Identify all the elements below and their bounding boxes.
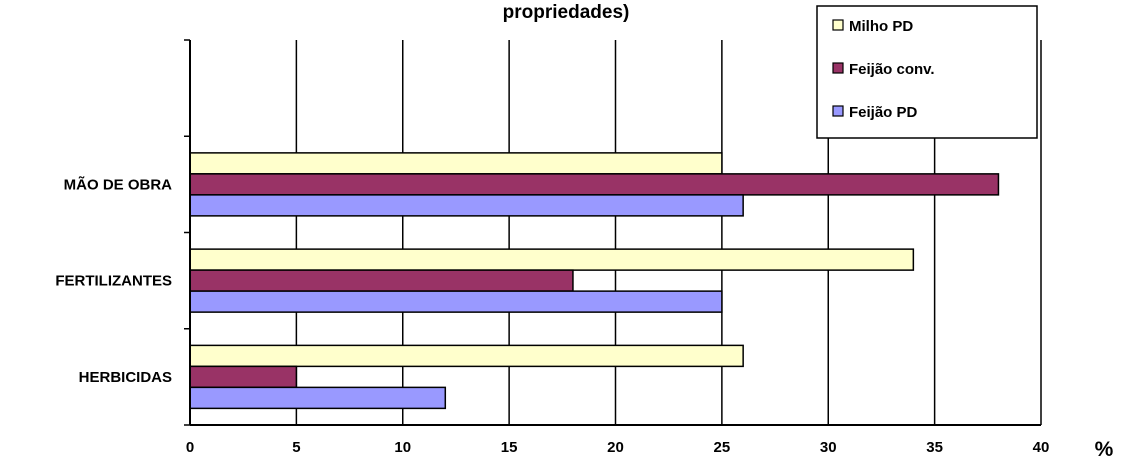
legend-swatch-feijao-conv — [832, 62, 844, 74]
x-tick-label-40: 40 — [1033, 439, 1050, 456]
bar-fertilizantes-feijao-pd — [189, 290, 723, 313]
legend-label-feijao-pd: Feijão PD — [849, 104, 918, 121]
x-tick-label-30: 30 — [820, 439, 837, 456]
x-tick-label-0: 0 — [186, 439, 194, 456]
x-tick-label-20: 20 — [607, 439, 624, 456]
bar-mao-de-obra-feijao-conv — [189, 173, 1000, 196]
legend-swatch-feijao-pd — [832, 105, 844, 117]
bars — [189, 152, 1000, 410]
chart-title: propriedades) — [503, 2, 630, 23]
legend: Milho PD Feijão conv. Feijão PD — [816, 5, 1038, 139]
x-tick-label-35: 35 — [926, 439, 943, 456]
bar-mao-de-obra-milho-pd — [189, 152, 723, 175]
category-labels: MÃO DE OBRA FERTILIZANTES HERBICIDAS — [55, 175, 172, 386]
x-tick-label-10: 10 — [394, 439, 411, 456]
bar-fertilizantes-milho-pd — [189, 248, 915, 271]
legend-label-feijao-conv: Feijão conv. — [849, 61, 935, 78]
legend-box — [816, 5, 1038, 139]
category-label-mao-de-obra: MÃO DE OBRA — [64, 175, 173, 193]
bar-herbicidas-feijao-conv — [189, 365, 298, 389]
category-label-herbicidas: HERBICIDAS — [79, 369, 172, 386]
x-tick-label-5: 5 — [292, 439, 300, 456]
bar-mao-de-obra-feijao-pd — [189, 194, 744, 217]
category-label-fertilizantes: FERTILIZANTES — [55, 273, 172, 290]
legend-label-milho-pd: Milho PD — [849, 18, 913, 35]
x-tick-labels: 0 5 10 15 20 25 30 35 40 — [186, 439, 1050, 456]
bar-herbicidas-feijao-pd — [189, 386, 447, 410]
bar-fertilizantes-feijao-conv — [189, 269, 574, 292]
x-axis-label: % — [1095, 438, 1114, 461]
x-tick-label-25: 25 — [714, 439, 731, 456]
legend-swatch-milho-pd — [832, 19, 844, 31]
bar-herbicidas-milho-pd — [189, 344, 744, 368]
axes — [184, 39, 1041, 426]
x-tick-label-15: 15 — [501, 439, 518, 456]
